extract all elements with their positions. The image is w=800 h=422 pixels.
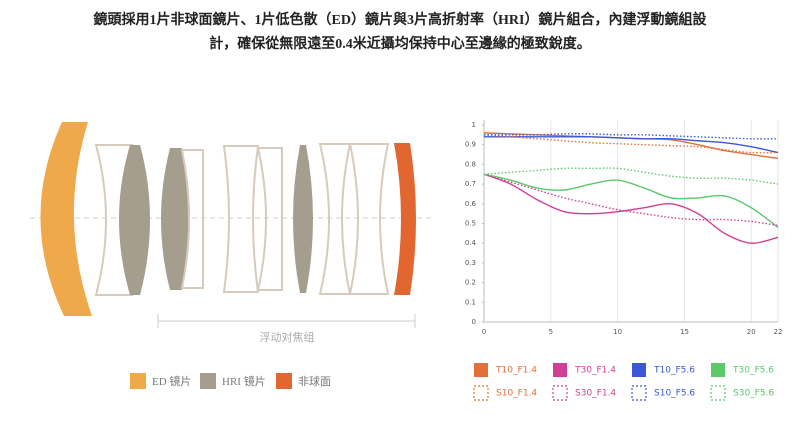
legend-label: S30_F1.4	[575, 389, 616, 399]
series-line	[483, 173, 779, 244]
y-tick-label: 0.5	[465, 220, 476, 228]
lens-diagram: 浮动对焦组	[30, 122, 435, 344]
lens-legend: ED 镜片 HRI 镜片 非球面	[130, 373, 331, 389]
lens-hri	[161, 148, 190, 290]
y-tick-label: 0.3	[465, 259, 476, 267]
lens-hri	[119, 145, 150, 295]
y-tick-label: 0	[472, 318, 476, 326]
lens-aspherical	[394, 143, 416, 295]
legend-label: T10_F1.4	[495, 366, 537, 376]
legend-label: HRI 镜片	[222, 374, 266, 388]
y-tick-label: 1	[472, 121, 476, 129]
lens	[222, 145, 260, 293]
series-line	[483, 167, 779, 185]
y-tick-label: 0.1	[465, 298, 476, 306]
legend-label: S10_F1.4	[496, 389, 537, 399]
legend-swatch	[553, 363, 567, 377]
series-line	[483, 133, 779, 140]
focus-group-label: 浮动对焦组	[260, 330, 315, 344]
legend-swatch	[474, 363, 488, 377]
legend-swatch	[552, 385, 568, 401]
legend-swatch	[276, 373, 292, 389]
legend-label: S10_F5.6	[654, 389, 695, 399]
x-tick-label: 22	[774, 328, 783, 336]
series-line	[483, 173, 779, 229]
legend-label: T30_F1.4	[574, 366, 616, 376]
lens	[180, 149, 204, 289]
legend-label: 非球面	[298, 374, 331, 388]
series-line	[483, 173, 779, 227]
lens	[256, 147, 283, 291]
y-tick-label: 0.2	[465, 279, 476, 287]
mtf-chart: 0 5 10 15 20 22 0 0.1 0.2 0.3 0.4 0.5 0.6 0.7 0.8 0.9 1 T…	[465, 120, 783, 401]
legend-label: T30_F5.6	[732, 366, 774, 376]
series-line	[483, 134, 779, 154]
legend-swatch	[130, 373, 146, 389]
lens-ed	[40, 122, 92, 316]
legend-swatch	[473, 385, 489, 401]
legend-label: T10_F5.6	[653, 366, 695, 376]
description-line: 計，確保從無限遠至0.4米近攝均保持中心至邊緣的極致銳度。	[209, 35, 591, 52]
series-line	[484, 136, 779, 154]
lens-hri	[293, 145, 313, 293]
y-tick-label: 0.9	[465, 141, 476, 149]
x-tick-label: 15	[680, 328, 689, 336]
x-tick-label: 20	[747, 328, 756, 336]
x-tick-label: 10	[613, 328, 622, 336]
legend-swatch	[711, 363, 725, 377]
description-line: 鏡頭採用1片非球面鏡片、1片低色散（ED）鏡片與3片高折射率（HRI）鏡片組合，…	[94, 11, 708, 28]
focus-group-bracket	[157, 314, 416, 328]
legend-swatch	[631, 385, 647, 401]
y-tick-label: 0.7	[465, 180, 476, 188]
lens	[318, 143, 352, 295]
legend-label: ED 镜片	[152, 374, 191, 388]
x-tick-label: 5	[549, 328, 553, 336]
y-tick-label: 0.6	[465, 200, 477, 208]
legend-label: S30_F5.6	[733, 389, 774, 399]
x-tick-label: 0	[482, 328, 486, 336]
legend-swatch	[200, 373, 216, 389]
legend-swatch	[632, 363, 646, 377]
legend-swatch	[710, 385, 726, 401]
lens	[348, 143, 390, 295]
y-tick-label: 0.8	[465, 160, 476, 168]
y-tick-label: 0.4	[465, 239, 477, 247]
